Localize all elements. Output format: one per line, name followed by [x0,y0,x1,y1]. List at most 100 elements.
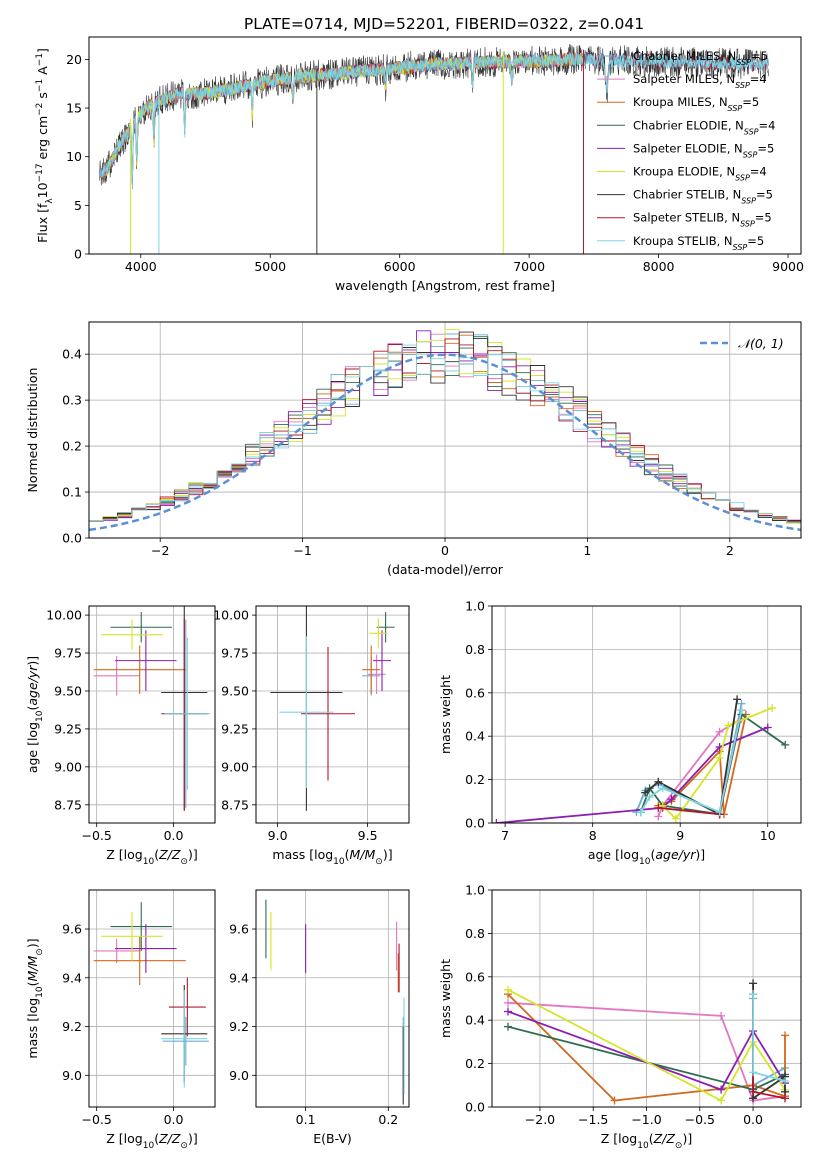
legend-label-chabrier-stelib: Chabrier STELIB, NSSP=5 [633,188,773,206]
figure-title: PLATE=0714, MJD=52201, FIBERID=0322, z=0… [244,15,644,33]
x-tick-label: 7000 [513,259,545,274]
errorbar-kroupa-stelib [161,989,208,1088]
x-tick-label: 10 [760,828,776,843]
y-tick-label: 0.4 [62,347,82,362]
y-tick-label: 9.0 [229,1068,249,1083]
histogram-kroupa-elodie [89,329,801,524]
weight-marker-kroupa-stelib [715,808,724,817]
y-tick-label: 0.6 [465,685,485,700]
x-tick-label: 5000 [254,259,286,274]
weight-marker-salpeter-miles [715,727,724,736]
x-axis-label: mass [log10(M/M⊙)] [272,847,392,867]
weight-marker-kroupa-elodie [717,1096,726,1105]
weight-marker-kroupa-elodie [503,985,512,994]
x-tick-label: −0.5 [82,1112,112,1127]
axes-frame [255,889,410,1108]
weight-vs-age-panel: 7 8 9 10 0.0 0.2 0.4 0.6 0.8 1.0 age [log10(age/yr… [438,599,802,867]
legend-label-chabrier-elodie: Chabrier ELODIE, NSSP=4 [633,118,775,136]
legend-label-salpeter-miles: Salpeter MILES, NSSP=4 [633,72,767,90]
x-tick-label: −0.5 [82,828,112,843]
weight-marker-kroupa-elodie [715,753,724,762]
y-tick-label: 9.75 [54,646,82,661]
weight-marker-salpeter-miles [503,998,512,1007]
y-tick-label: 0.6 [465,969,485,984]
axes-frame [491,605,802,824]
x-axis-label: wavelength [Angstrom, rest frame] [335,278,555,293]
errorbar-kroupa-elodie [101,619,163,651]
spectrum-line-kroupa-stelib [101,52,769,178]
mass-vs-ebv-panel: 0.1 0.2 9.0 9.2 9.4 9.6 E(B-V) [229,889,410,1146]
errorbar-kroupa-miles [362,645,381,695]
weight-marker-salpeter-elodie [717,1085,726,1094]
errorbar-kroupa-stelib [164,637,211,790]
weight-marker-kroupa-stelib [781,1076,790,1085]
x-tick-label: 8 [589,828,597,843]
spectrum-plot-area [99,44,769,254]
axes-frame [88,36,802,255]
weight-marker-kroupa-stelib [658,784,667,793]
legend-label-gaussian: 𝒩(0, 1) [738,336,784,351]
y-tick-label: 10.00 [213,608,249,623]
weight-marker-salpeter-stelib [654,803,663,812]
weight-marker-chabrier-stelib [641,788,650,797]
weight-marker-chabrier-elodie [781,740,790,749]
weight-marker-kroupa-stelib [749,990,758,999]
gaussian-curve [89,353,801,532]
errorbar-chabrier-elodie [376,612,395,643]
y-tick-label: 0.0 [465,816,485,831]
x-tick-label: 7 [501,828,509,843]
y-axis-label: Flux [fλ10−17 erg cm−2 s−1 A−1] [35,48,55,243]
weight-marker-kroupa-stelib [749,1068,758,1077]
weight-marker-salpeter-elodie [492,819,501,823]
y-axis-label: mass weight [438,675,453,754]
age-vs-z-panel: −0.5 0.0 8.75 9.00 9.25 9.50 9.75 10.00 Z [log10… [25,605,216,867]
errorbar-kroupa-stelib [279,636,334,789]
weight-marker-kroupa-stelib [636,808,645,817]
y-tick-label: 0.2 [62,439,82,454]
y-tick-label: 9.2 [229,1019,249,1034]
y-axis-label: mass [log10(M/M⊙)] [25,938,45,1058]
axes-frame [88,605,216,824]
errorbar-chabrier-elodie [110,612,172,643]
errorbar-salpeter-elodie [373,630,391,691]
y-tick-label: 0 [74,247,82,262]
weight-marker-chabrier-stelib [654,777,663,786]
weight-marker-chabrier-elodie [503,1022,512,1031]
x-tick-label: 9.0 [268,828,288,843]
y-tick-label: 8.75 [221,797,249,812]
y-tick-label: 9.00 [54,759,82,774]
y-tick-label: 15 [66,101,82,116]
weight-marker-salpeter-stelib [749,1087,758,1096]
axes-frame [255,605,410,824]
age-vs-mass-panel: 9.0 9.5 8.75 9.00 9.25 9.50 9.75 10.00 mass [log… [213,605,410,867]
weight-marker-kroupa-elodie [724,721,733,730]
weight-marker-chabrier-stelib [733,695,742,704]
legend-label-chabrier-miles: Chabrier MILES, NSSP=5 [633,49,768,67]
x-tick-label: 0.2 [378,1112,398,1127]
x-tick-label: 9000 [772,259,804,274]
y-tick-label: 0.0 [62,531,82,546]
y-axis-label: Normed distribution [25,368,40,493]
legend-label-kroupa-elodie: Kroupa ELODIE, NSSP=4 [633,165,767,183]
weight-marker-kroupa-elodie [768,703,777,712]
errorbar-chabrier-elodie [110,902,172,951]
weight-line-salpeter-elodie [507,1010,786,1091]
weight-marker-salpeter-miles [654,812,663,821]
x-axis-label: Z [log10(Z/Z⊙)] [106,847,197,867]
x-tick-label: 4000 [125,259,157,274]
errorbar-salpeter-elodie [115,924,177,973]
x-axis-label: (data-model)/error [387,562,504,577]
x-tick-label: 0.0 [164,1112,184,1127]
errorbar-salpeter-miles [93,656,140,696]
y-tick-label: 0.0 [465,1100,485,1115]
y-axis-label: mass weight [438,959,453,1038]
x-tick-label: −1.0 [631,1112,661,1127]
weight-vs-age-plot-area [492,695,790,823]
errorbar-chabrier-miles [162,1016,209,1066]
weight-marker-kroupa-miles [610,1096,619,1105]
x-axis-label: Z [log10(Z/Z⊙)] [601,1131,692,1151]
weight-marker-chabrier-stelib [749,979,758,988]
errorbar-salpeter-miles [93,938,140,964]
legend-label-kroupa-stelib: Kroupa STELIB, NSSP=5 [633,234,764,252]
